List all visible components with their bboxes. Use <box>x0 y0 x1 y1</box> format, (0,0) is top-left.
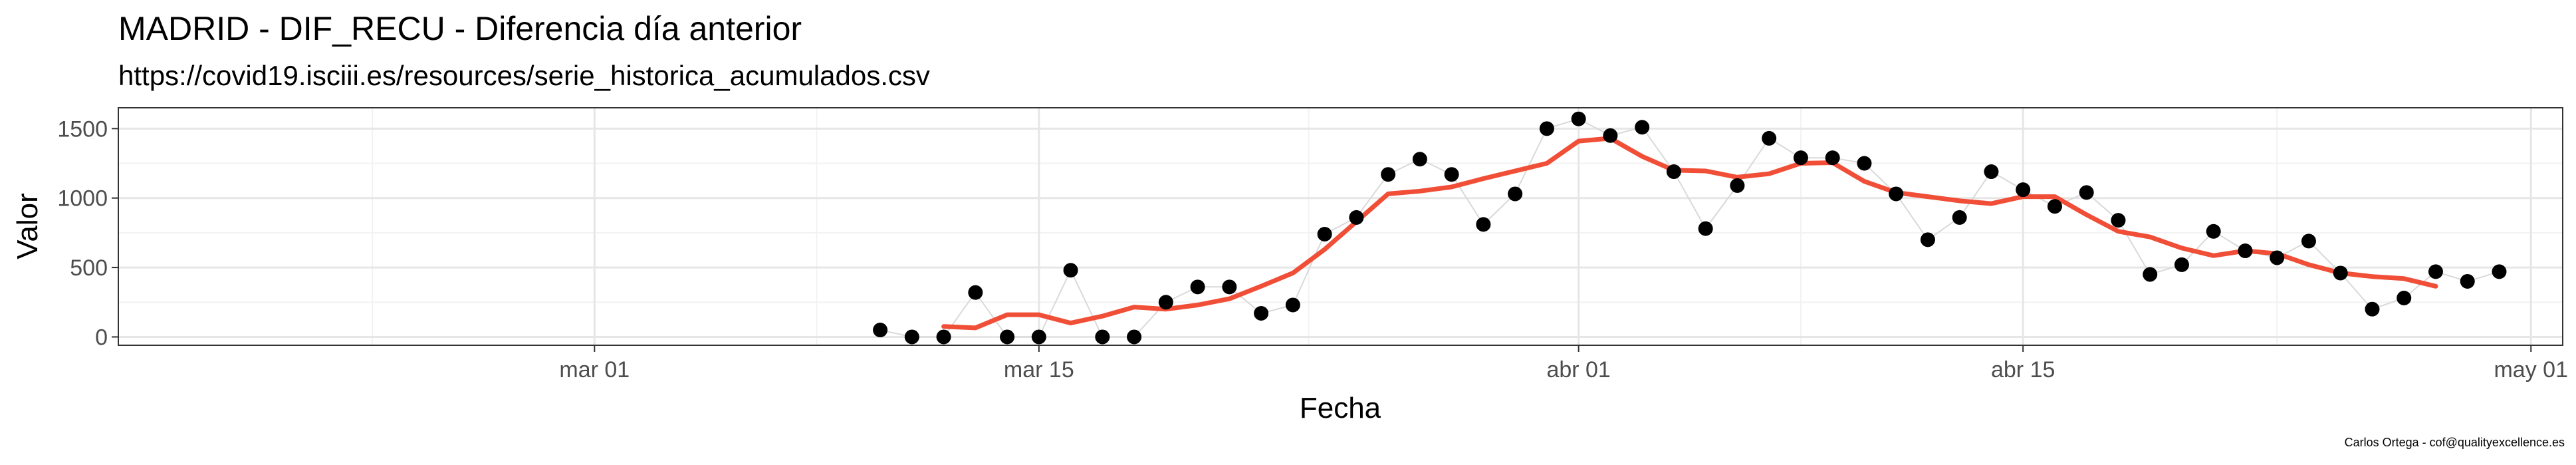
y-tick-label: 1500 <box>57 116 108 142</box>
x-tick-label: abr 01 <box>1546 357 1610 383</box>
data-point <box>968 285 983 300</box>
data-point <box>1127 329 1142 345</box>
data-point <box>936 329 951 345</box>
x-tick-label: abr 15 <box>1991 357 2055 383</box>
data-point <box>1508 186 1523 202</box>
data-point <box>2047 199 2062 214</box>
x-axis-title: Fecha <box>1300 392 1381 424</box>
data-point <box>2206 224 2221 239</box>
smooth-line-layer <box>941 136 2438 331</box>
data-point <box>1349 210 1364 225</box>
series-smooth-line <box>941 136 2438 331</box>
data-point <box>1190 279 1205 295</box>
data-point <box>904 329 919 345</box>
data-points <box>873 111 2507 345</box>
data-point <box>1666 164 1681 180</box>
data-point <box>1920 232 1935 247</box>
caption: Carlos Ortega - cof@qualityexcellence.es <box>2345 436 2565 449</box>
y-tick-label: 0 <box>95 325 108 350</box>
data-point <box>2428 264 2443 279</box>
chart-subtitle: https://covid19.isciii.es/resources/seri… <box>118 60 930 91</box>
data-point <box>2301 233 2316 249</box>
x-tick-label: mar 15 <box>1004 357 1074 383</box>
data-point <box>1539 121 1554 136</box>
data-point <box>1031 329 1046 345</box>
data-point <box>2397 291 2412 306</box>
data-point <box>1317 226 1332 241</box>
data-point <box>1603 128 1618 143</box>
data-point <box>873 323 888 338</box>
data-point <box>1730 178 1745 193</box>
panel-border <box>118 107 2563 346</box>
connector-line <box>879 118 2500 338</box>
data-point <box>2460 273 2475 289</box>
data-point <box>1889 186 1904 202</box>
data-point <box>1412 152 1427 167</box>
data-point <box>1857 156 1872 171</box>
data-point <box>1222 279 1237 295</box>
series-connector-line <box>879 118 2500 338</box>
data-point <box>1444 167 1459 182</box>
y-tick-label: 500 <box>70 255 108 281</box>
data-point <box>2016 182 2031 198</box>
data-point <box>1635 120 1650 135</box>
data-point <box>1698 221 1713 236</box>
data-point <box>1952 210 1967 225</box>
x-tick-label: may 01 <box>2494 357 2568 383</box>
data-point <box>1381 167 1396 182</box>
data-point <box>1825 150 1840 166</box>
data-point <box>1571 111 1586 126</box>
data-point <box>2111 213 2126 228</box>
data-point <box>1476 217 1491 232</box>
data-point <box>1254 305 1269 321</box>
data-point <box>2365 301 2380 317</box>
data-point <box>2143 267 2158 282</box>
x-tick-label: mar 01 <box>559 357 630 383</box>
data-point <box>2492 264 2507 279</box>
data-point <box>1000 329 1015 345</box>
y-axis-title: Valor <box>11 193 44 259</box>
data-point <box>1793 150 1808 166</box>
data-point <box>1984 164 1999 180</box>
data-point <box>2079 185 2094 200</box>
y-axis: 0 500 1000 1500 <box>57 116 118 350</box>
data-point <box>1285 297 1300 313</box>
data-point <box>1063 263 1078 278</box>
data-point <box>2238 243 2253 259</box>
data-point <box>2174 257 2189 272</box>
chart-title: MADRID - DIF_RECU - Diferencia día anter… <box>118 10 802 47</box>
data-point <box>2270 250 2285 265</box>
plot-panel <box>118 108 2563 345</box>
data-point <box>1095 329 1110 345</box>
x-axis: mar 01 mar 15 abr 01 abr 15 may 01 <box>559 345 2568 383</box>
data-point <box>2333 265 2348 281</box>
data-point <box>1158 295 1173 310</box>
data-point <box>1762 130 1777 146</box>
y-tick-label: 1000 <box>57 186 108 212</box>
